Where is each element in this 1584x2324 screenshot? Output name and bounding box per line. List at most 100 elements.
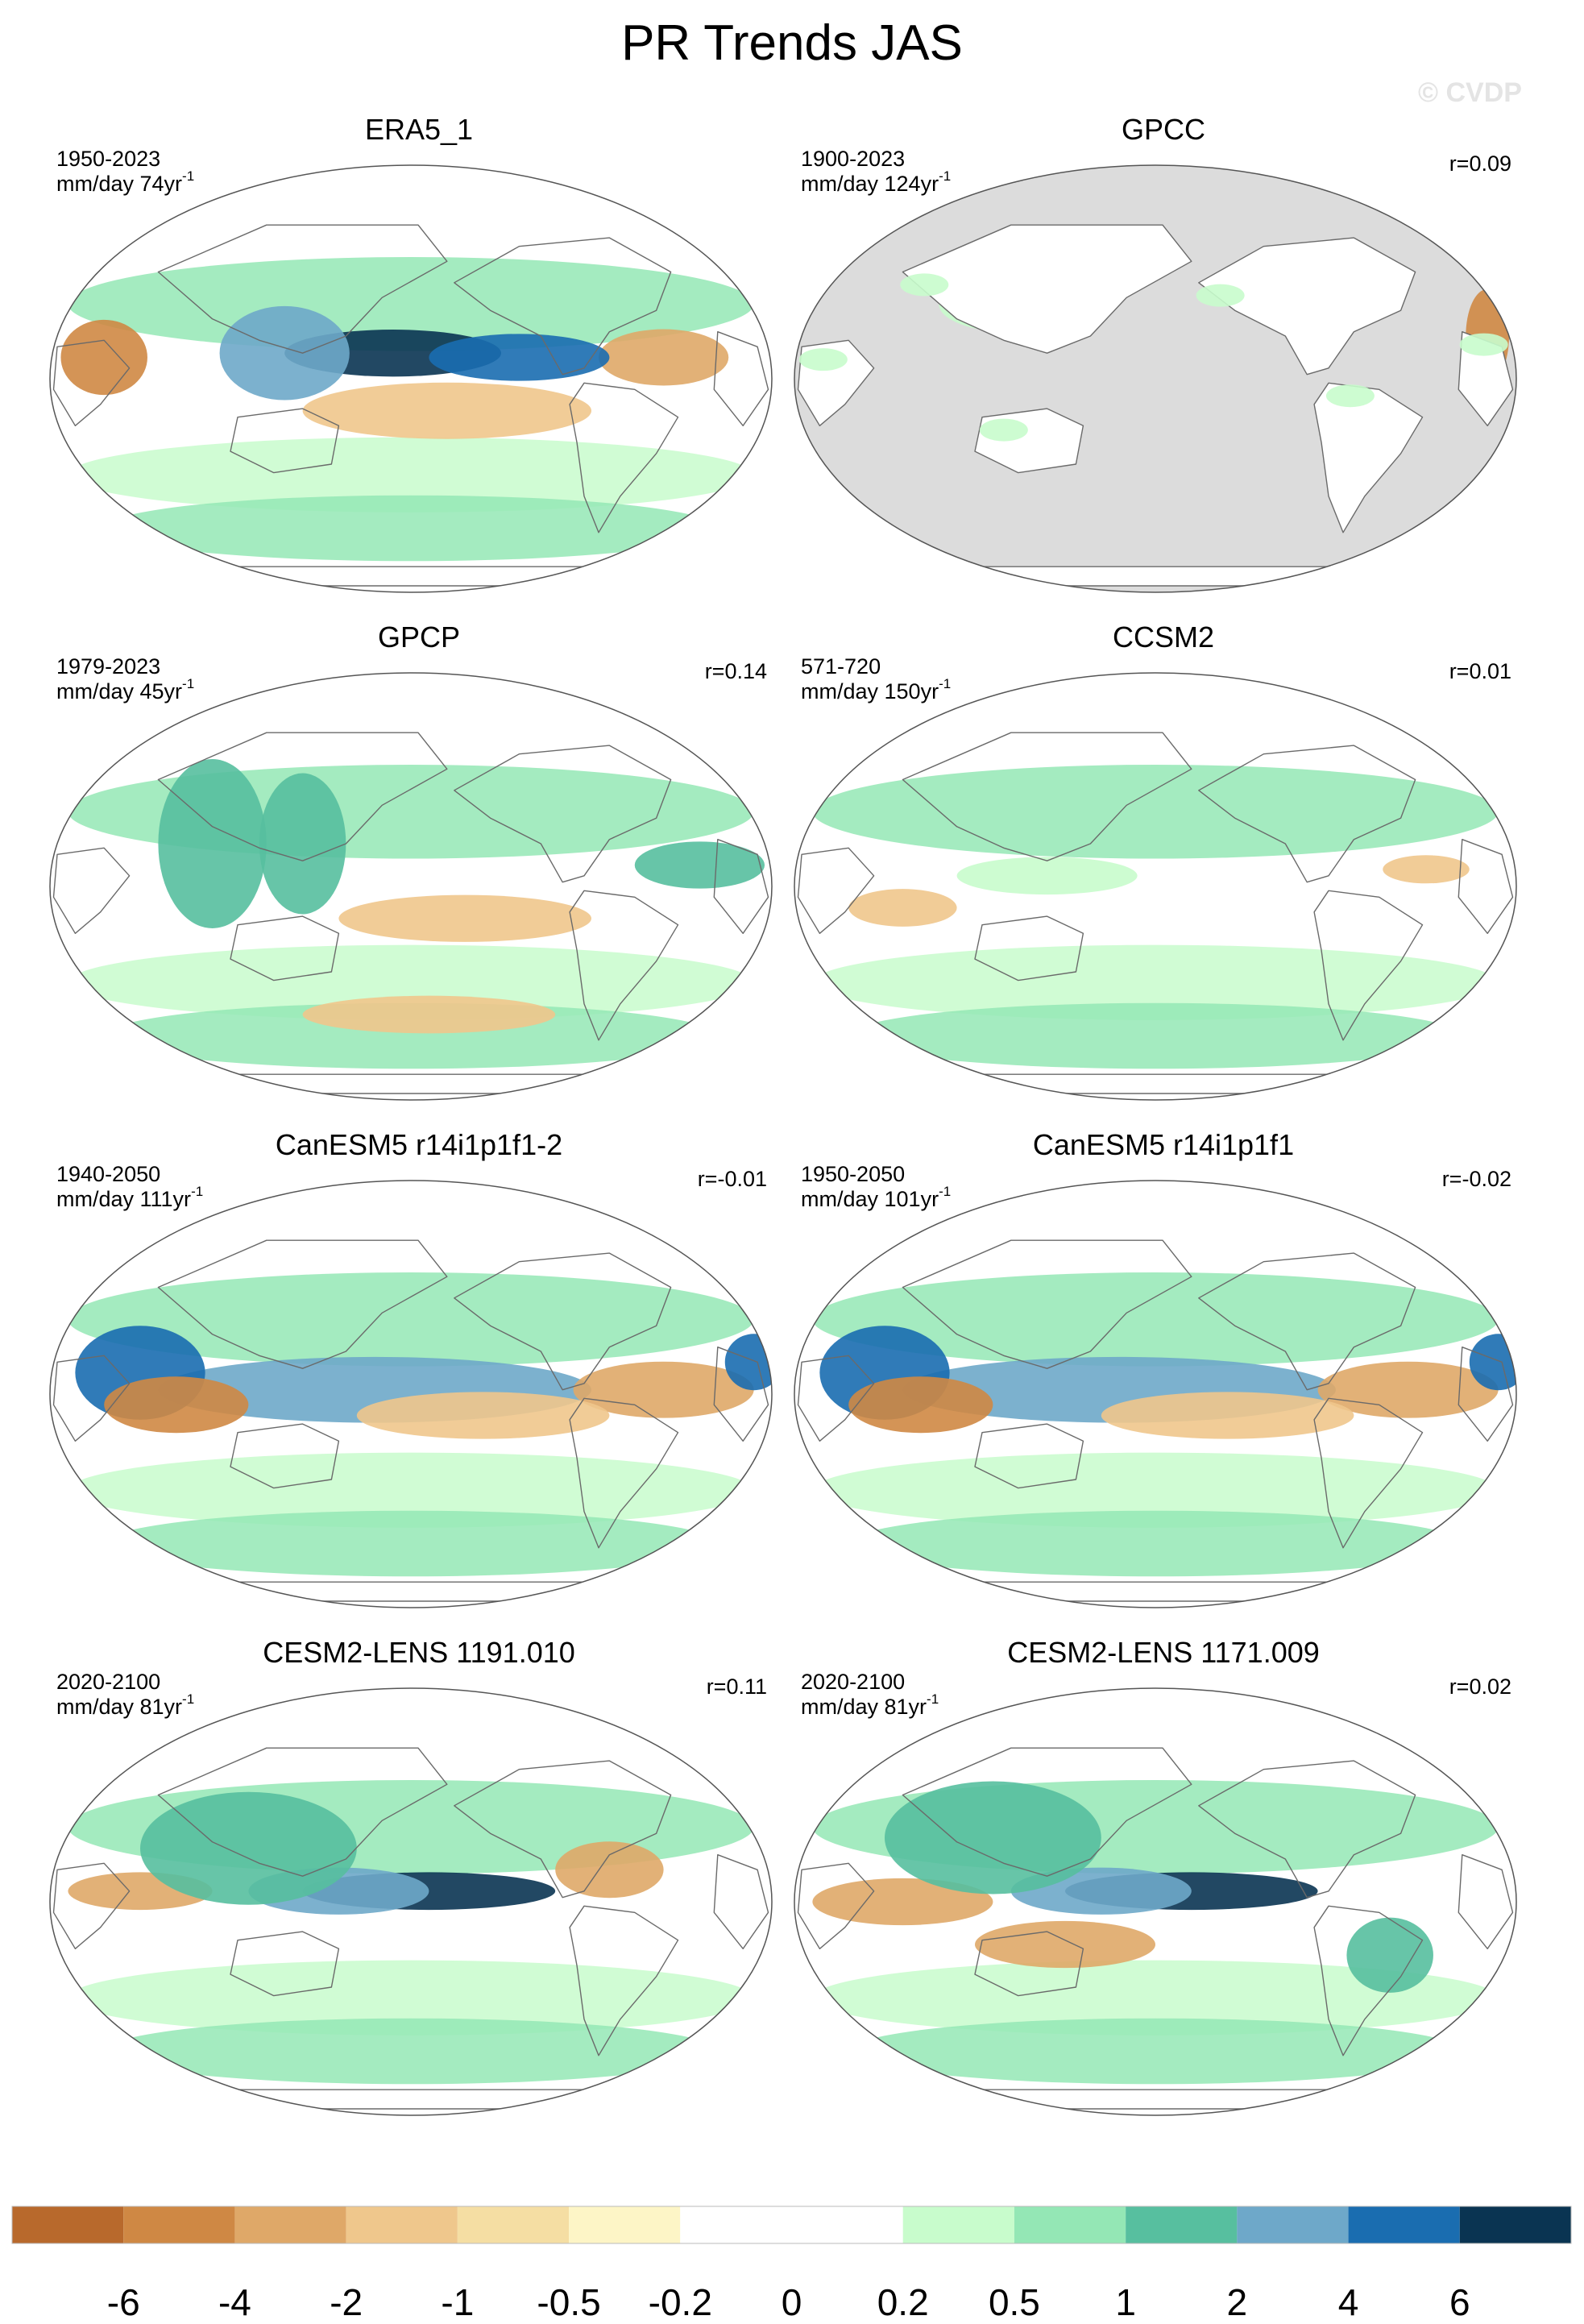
trend-field — [794, 673, 1516, 1100]
colorbar-tick-label: -1 — [441, 2281, 475, 2323]
colorbar-swatch — [346, 2206, 458, 2243]
colorbar-swatch — [1126, 2206, 1238, 2243]
correlation-label: r=0.01 — [1449, 659, 1511, 683]
trend-anomaly — [429, 334, 610, 381]
coastline-africa — [797, 847, 875, 934]
colorbar-tick-label: 0 — [781, 2281, 802, 2323]
map-panel-cesm2-lens-2: CESM2-LENS 1171.009 2020-2100 mm/day 81y… — [793, 1636, 1534, 2119]
coastline-africa-east — [1458, 1347, 1514, 1442]
trend-band — [104, 1002, 718, 1069]
coastline-australia — [974, 915, 1084, 981]
map-plot — [794, 164, 1517, 593]
coastline-south-america — [569, 1397, 679, 1549]
colorbar-swatch — [680, 2206, 792, 2243]
trend-anomaly — [1101, 1392, 1354, 1439]
map-panel-era5: ERA5_1 1950-2023 mm/day 74yr-1 — [48, 113, 790, 596]
panel-title: ERA5_1 — [364, 113, 474, 146]
colorbar-tick-label: -0.2 — [648, 2281, 712, 2323]
trend-anomaly — [848, 889, 957, 927]
units-label: mm/day 101yr-1 — [801, 1184, 952, 1211]
period-label: 1900-2023 — [801, 147, 906, 171]
coastline-asia — [157, 224, 448, 354]
coastline-africa-east — [1458, 1854, 1514, 1949]
map-panel-gpcp: GPCP 1979-2023 mm/day 45yr-1 r=0.14 — [48, 620, 790, 1104]
map-outline — [794, 1180, 1517, 1608]
watermark: © CVDP — [1418, 77, 1522, 108]
correlation-label: r=-0.01 — [697, 1167, 767, 1191]
colorbar-swatch — [457, 2206, 570, 2243]
coastline-africa-east — [713, 1347, 769, 1442]
panel-title: GPCP — [377, 620, 461, 654]
coastline-asia — [157, 1747, 448, 1877]
coastline-asia — [157, 1239, 448, 1369]
trend-anomaly — [848, 1376, 993, 1434]
panel-title: GPCC — [1121, 113, 1205, 146]
period-label: 1950-2023 — [56, 147, 161, 171]
trend-field — [794, 1181, 1516, 1608]
trend-field — [50, 165, 772, 592]
trend-anomaly — [104, 1376, 249, 1434]
trend-band — [812, 1272, 1499, 1367]
period-label: 1950-2050 — [801, 1162, 906, 1186]
coastline-australia — [230, 1931, 340, 1997]
period-label: 2020-2100 — [801, 1670, 906, 1694]
colorbar-swatch — [791, 2206, 903, 2243]
coastline-north-america — [454, 237, 672, 376]
coastline-asia — [902, 1239, 1192, 1369]
map-outline — [49, 164, 773, 593]
coastline-africa — [52, 339, 131, 426]
land-trend-patch — [1196, 284, 1245, 307]
trend-anomaly — [634, 841, 765, 889]
map-plot — [49, 1687, 773, 2116]
trend-field — [794, 1688, 1516, 2115]
colorbar-tick-label: 4 — [1337, 2281, 1359, 2323]
units-label: mm/day 124yr-1 — [801, 168, 952, 196]
trend-band — [812, 764, 1499, 859]
trend-anomaly — [338, 894, 591, 942]
coastline-africa — [52, 847, 131, 934]
coastline-africa — [52, 1355, 131, 1442]
trend-field — [50, 673, 772, 1100]
units-label: mm/day 81yr-1 — [56, 1691, 195, 1719]
coastline-australia — [974, 1423, 1084, 1489]
trend-anomaly — [555, 1841, 664, 1899]
trend-anomaly — [356, 1392, 610, 1439]
panel-title: CCSM2 — [1112, 620, 1215, 654]
period-label: 1940-2050 — [56, 1162, 161, 1186]
correlation-label: r=0.09 — [1449, 151, 1511, 176]
units-label: mm/day 81yr-1 — [801, 1691, 939, 1719]
trend-field — [50, 1181, 772, 1608]
trend-anomaly — [259, 773, 346, 915]
coastline-south-america — [1313, 1905, 1424, 2056]
coastline-north-america — [454, 745, 672, 883]
map-panel-gpcc: GPCC 1900-2023 mm/day 124yr-1 r=0.09 — [793, 113, 1534, 596]
colorbar-swatch — [569, 2206, 681, 2243]
period-label: 1979-2023 — [56, 654, 161, 679]
units-label: mm/day 45yr-1 — [56, 676, 195, 703]
panel-title: CanESM5 r14i1p1f1 — [1032, 1128, 1295, 1161]
colorbar-swatch — [123, 2206, 235, 2243]
trend-anomaly — [956, 857, 1138, 895]
units-label: mm/day 111yr-1 — [56, 1184, 204, 1211]
coastline-australia — [230, 408, 340, 474]
coastline-australia — [974, 1931, 1084, 1997]
trend-anomaly — [60, 319, 147, 396]
correlation-label: r=0.11 — [706, 1675, 767, 1699]
coastline-australia — [230, 1423, 340, 1489]
land-trend-patch — [954, 568, 1003, 591]
colorbar-swatch — [234, 2206, 346, 2243]
map-plot — [794, 1180, 1517, 1608]
coastline-asia — [902, 732, 1192, 861]
colorbar-swatch — [1237, 2206, 1349, 2243]
trend-anomaly — [302, 995, 556, 1034]
land-trend-patch — [1459, 333, 1508, 356]
coastline-north-america — [1198, 1252, 1416, 1391]
map-panel-canesm5-1: CanESM5 r14i1p1f1-2 1940-2050 mm/day 111… — [48, 1128, 790, 1612]
map-plot — [49, 672, 773, 1101]
coastline-south-america — [569, 382, 679, 533]
trend-band — [68, 1272, 754, 1367]
trend-anomaly — [219, 305, 350, 400]
coastline-north-america — [454, 1760, 672, 1899]
map-panel-cesm2-lens-1: CESM2-LENS 1191.010 2020-2100 mm/day 81y… — [48, 1636, 790, 2119]
colorbar-tick-label: -2 — [330, 2281, 363, 2323]
